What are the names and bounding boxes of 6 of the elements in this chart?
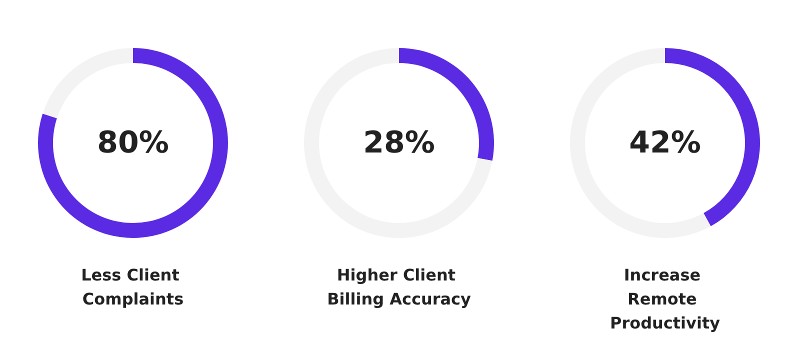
text: Less Client Complaints	[81, 266, 185, 308]
data-label: 80%	[97, 126, 169, 160]
data-label: 42%	[629, 126, 701, 160]
data-label: 28%	[363, 126, 435, 160]
text: Higher Client Billing Accuracy	[327, 266, 472, 308]
text: Increase Remote Productivity	[610, 266, 721, 332]
